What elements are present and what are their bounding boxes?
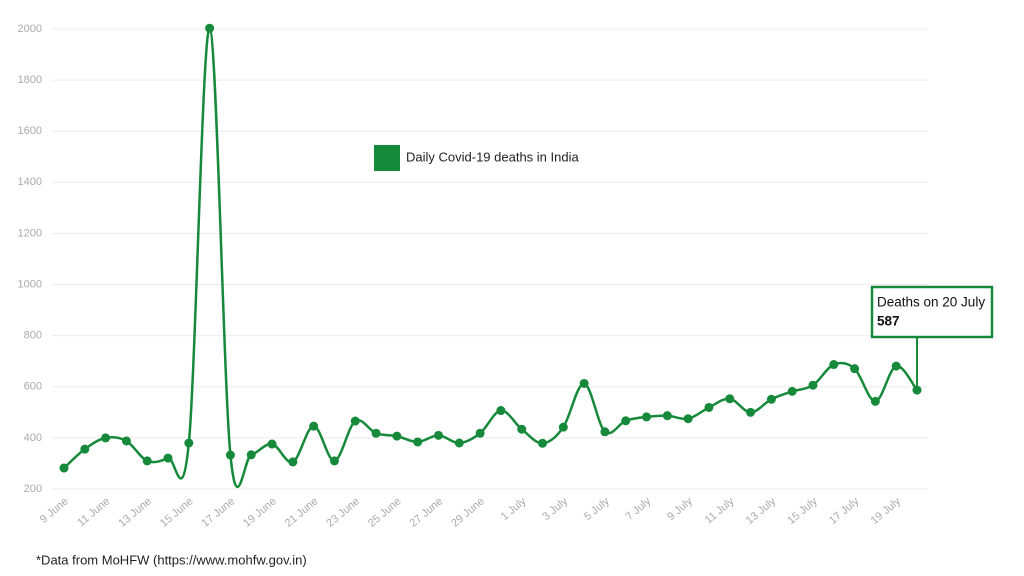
point <box>329 456 339 466</box>
point <box>662 411 672 421</box>
point <box>766 394 776 404</box>
y-tick-label: 1000 <box>18 278 42 290</box>
annotation-title: Deaths on 20 July <box>877 295 985 310</box>
point <box>433 430 443 440</box>
point <box>225 450 235 460</box>
point <box>121 436 131 446</box>
legend-swatch <box>374 145 400 171</box>
point <box>870 396 880 406</box>
x-tick-label: 13 July <box>744 495 779 527</box>
legend-label: Daily Covid-19 deaths in India <box>406 149 579 164</box>
point <box>850 364 860 374</box>
point <box>829 360 839 370</box>
point <box>371 428 381 438</box>
point <box>309 421 319 431</box>
point <box>600 427 610 437</box>
point <box>704 402 714 412</box>
y-tick-label: 1400 <box>18 176 42 188</box>
x-tick-label: 11 June <box>75 495 112 529</box>
y-tick-label: 2000 <box>18 23 42 35</box>
x-tick-label: 7 July <box>624 495 654 523</box>
point <box>579 378 589 388</box>
x-tick-label: 25 June <box>366 495 404 529</box>
point <box>746 407 756 417</box>
y-tick-label: 1800 <box>18 74 42 86</box>
point <box>59 463 69 473</box>
x-tick-label: 11 July <box>703 495 737 526</box>
x-tick-label: 23 June <box>324 495 362 529</box>
footnote: *Data from MoHFW (https://www.mohfw.gov.… <box>36 552 307 567</box>
y-tick-label: 1600 <box>18 125 42 137</box>
y-tick-label: 200 <box>24 483 42 495</box>
point <box>413 437 423 447</box>
point <box>184 438 194 448</box>
point <box>496 406 506 416</box>
x-tick-label: 29 June <box>449 495 487 529</box>
point <box>787 386 797 396</box>
y-tick-label: 600 <box>24 381 42 393</box>
line <box>63 26 919 489</box>
x-tick-label: 3 July <box>540 495 570 523</box>
point <box>642 412 652 422</box>
y-tick-label: 1200 <box>18 227 42 239</box>
annotation-value: 587 <box>877 314 900 329</box>
point <box>288 457 298 467</box>
point <box>725 394 735 404</box>
x-tick-label: 17 July <box>827 495 862 527</box>
y-tick-label: 800 <box>24 330 42 342</box>
point <box>454 438 464 448</box>
point <box>246 450 256 460</box>
point <box>475 428 485 438</box>
x-tick-label: 9 June <box>38 495 71 525</box>
point <box>558 422 568 432</box>
x-tick-label: 15 July <box>785 495 820 527</box>
x-tick-label: 13 June <box>116 495 154 529</box>
point <box>621 416 631 426</box>
x-tick-label: 5 July <box>582 495 612 523</box>
point <box>163 453 173 463</box>
x-tick-label: 17 June <box>200 495 238 529</box>
point <box>101 433 111 443</box>
point <box>517 424 527 434</box>
point <box>350 416 360 426</box>
x-tick-label: 9 July <box>665 495 695 523</box>
x-tick-label: 21 June <box>283 495 321 529</box>
x-tick-label: 1 July <box>499 495 529 523</box>
point <box>142 456 152 466</box>
point <box>683 414 693 424</box>
x-tick-label: 19 July <box>869 495 904 527</box>
point <box>808 380 818 390</box>
x-tick-label: 27 June <box>408 495 446 529</box>
point <box>392 431 402 441</box>
annotation-box <box>870 285 994 339</box>
point <box>538 438 548 448</box>
x-tick-label: 19 June <box>241 495 279 529</box>
y-tick-label: 400 <box>24 432 42 444</box>
point <box>205 23 215 33</box>
x-tick-label: 15 June <box>158 495 196 529</box>
point <box>80 444 90 454</box>
point <box>267 439 277 449</box>
point <box>891 361 901 371</box>
